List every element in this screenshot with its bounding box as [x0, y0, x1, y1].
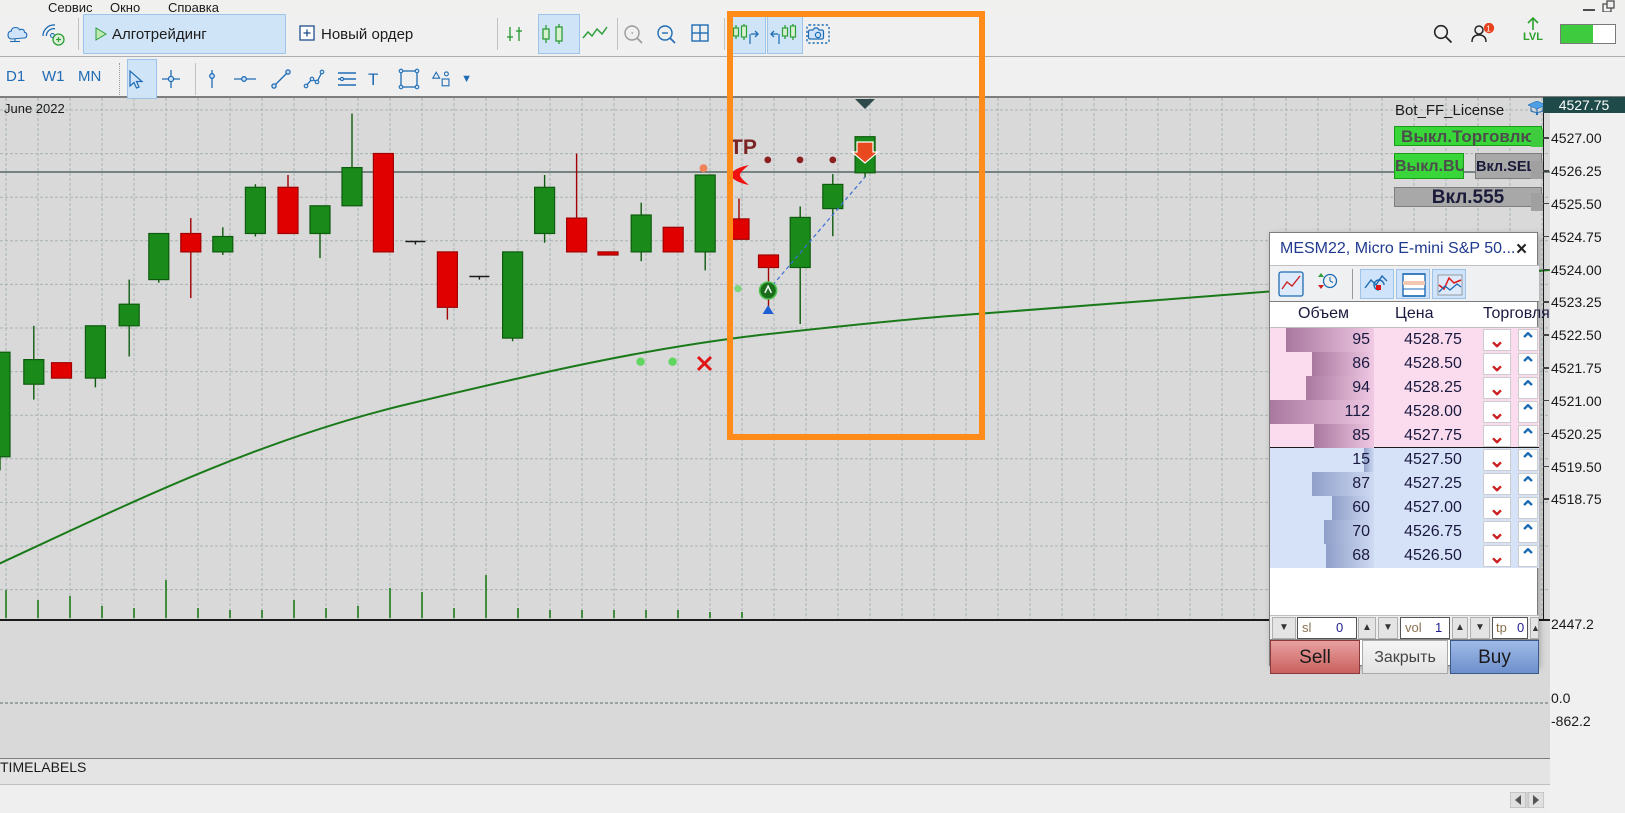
svg-text:1: 1	[1486, 25, 1491, 34]
svg-text:T: T	[368, 70, 378, 89]
